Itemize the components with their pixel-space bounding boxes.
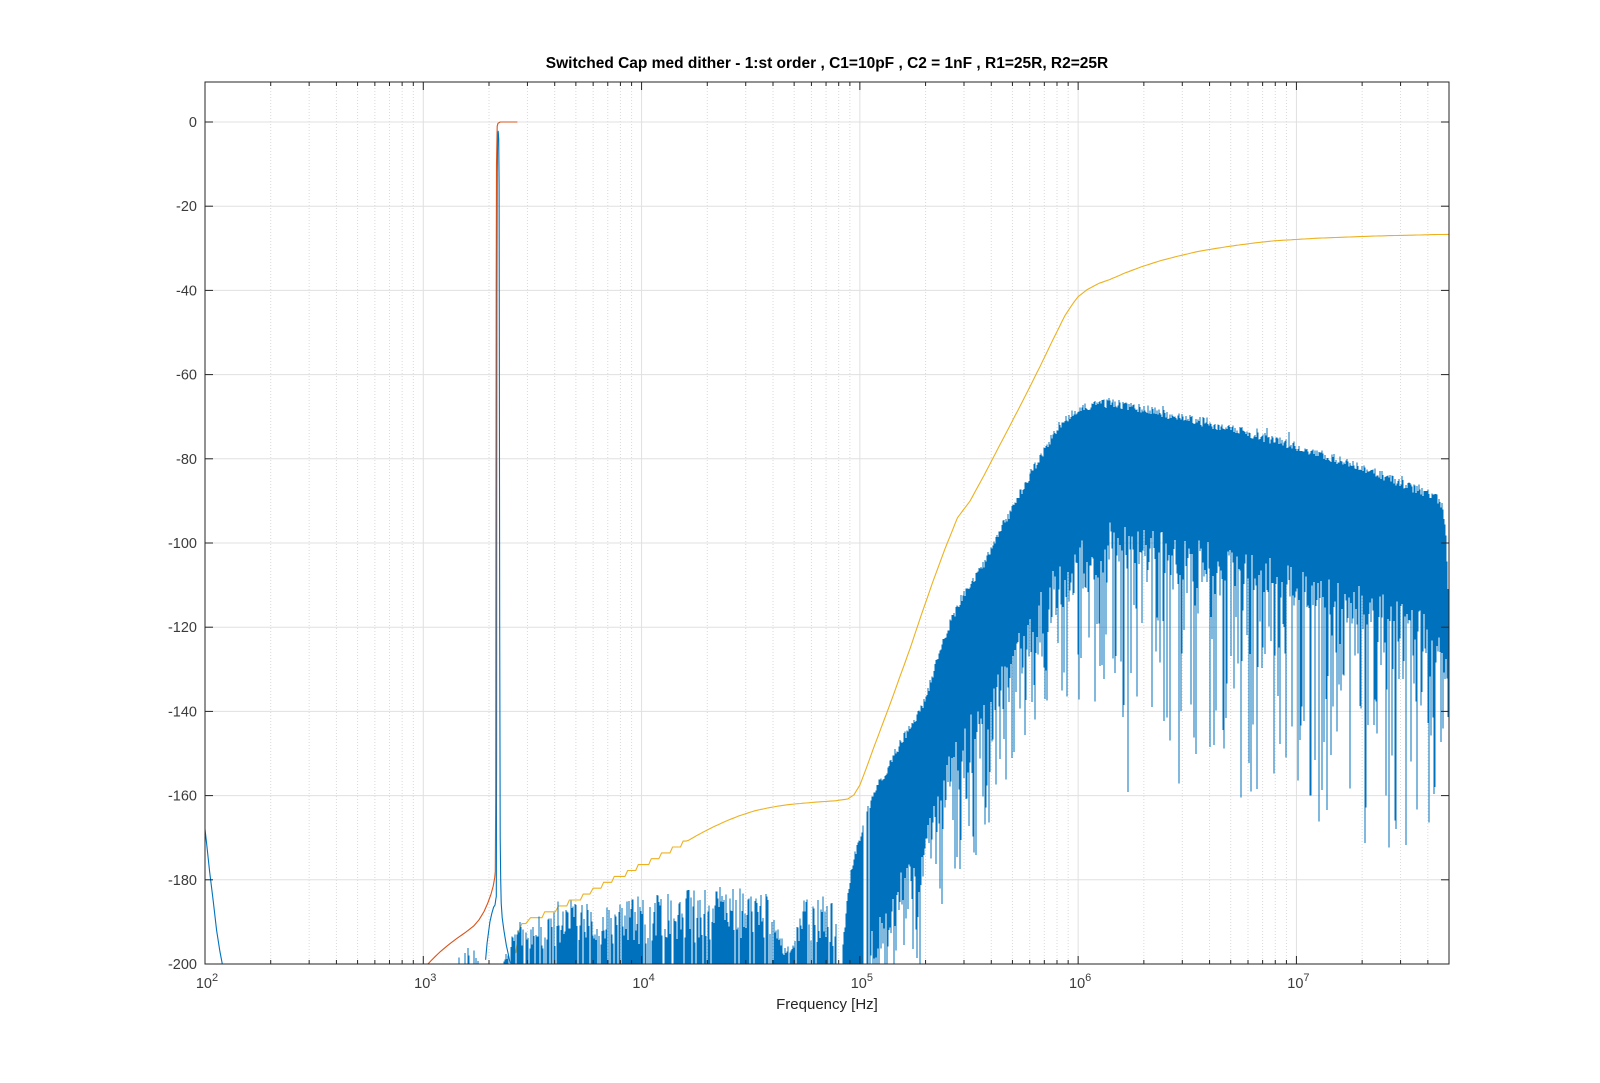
svg-text:-80: -80 — [176, 452, 197, 468]
svg-text:-160: -160 — [168, 789, 197, 805]
svg-text:104: 104 — [632, 972, 654, 992]
svg-text:-200: -200 — [168, 957, 197, 973]
svg-text:-60: -60 — [176, 368, 197, 384]
svg-text:-100: -100 — [168, 536, 197, 552]
svg-text:106: 106 — [1069, 972, 1091, 992]
svg-text:-180: -180 — [168, 873, 197, 889]
svg-text:-140: -140 — [168, 704, 197, 720]
svg-text:107: 107 — [1287, 972, 1309, 992]
svg-text:-120: -120 — [168, 620, 197, 636]
svg-text:105: 105 — [851, 972, 873, 992]
x-axis-label: Frequency [Hz] — [776, 996, 878, 1013]
svg-text:0: 0 — [189, 115, 197, 131]
svg-text:102: 102 — [196, 972, 218, 992]
svg-text:103: 103 — [414, 972, 436, 992]
svg-text:-20: -20 — [176, 199, 197, 215]
svg-text:-40: -40 — [176, 283, 197, 299]
chart-title: Switched Cap med dither - 1:st order , C… — [545, 55, 1109, 72]
